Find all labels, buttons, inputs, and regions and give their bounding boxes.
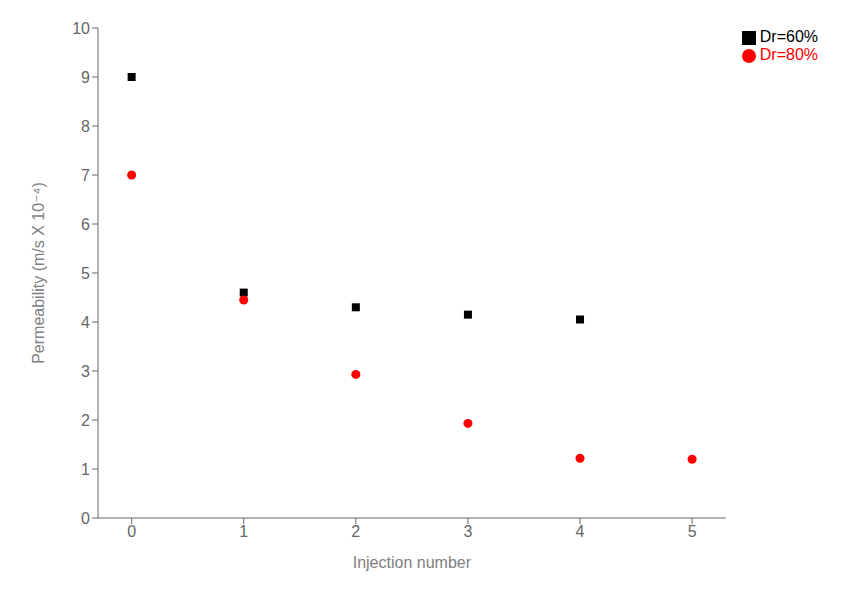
svg-text:8: 8 (81, 118, 90, 135)
svg-text:2: 2 (81, 412, 90, 429)
svg-text:0: 0 (127, 523, 136, 540)
html-text:Dr=80%: Dr=80% (759, 46, 818, 63)
svg-text:10: 10 (72, 20, 90, 37)
svg-text:3: 3 (463, 523, 472, 540)
html-text:Dr=60%: Dr=60% (759, 28, 818, 45)
svg-text:Permeability (m/s X 10⁻⁴): Permeability (m/s X 10⁻⁴) (30, 182, 47, 364)
svg-text:1: 1 (81, 461, 90, 478)
svg-text:Injection number: Injection number (353, 554, 472, 571)
svg-text:5: 5 (81, 265, 90, 282)
svg-text:0: 0 (81, 510, 90, 527)
svg-text:4: 4 (576, 523, 585, 540)
svg-text:1: 1 (239, 523, 248, 540)
svg-text:4: 4 (81, 314, 90, 331)
svg-text:3: 3 (81, 363, 90, 380)
svg-text:9: 9 (81, 69, 90, 86)
svg-text:6: 6 (81, 216, 90, 233)
svg-text:5: 5 (688, 523, 697, 540)
svg-text:2: 2 (351, 523, 360, 540)
svg-text:7: 7 (81, 167, 90, 184)
